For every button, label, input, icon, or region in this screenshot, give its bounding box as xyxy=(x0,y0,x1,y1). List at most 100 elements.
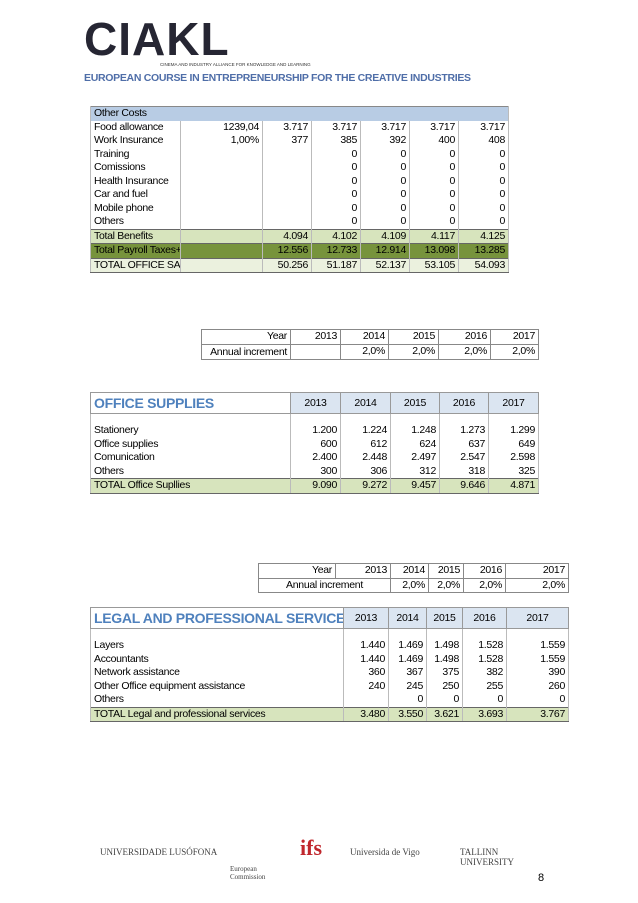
column-header: 2013 xyxy=(335,563,391,579)
cell: 1.299 xyxy=(488,413,539,438)
cell: 306 xyxy=(340,464,391,479)
cell: 2,0% xyxy=(438,343,491,360)
cell: 0 xyxy=(458,174,509,188)
row-label: Office supplies xyxy=(90,437,291,451)
row-label: Total Benefits xyxy=(90,228,181,244)
partner-logo: Universida de Vigo xyxy=(350,847,420,857)
cell: 1.528 xyxy=(462,628,507,653)
table-row: TOTAL OFFICE SALARIES50.25651.18752.1375… xyxy=(90,257,509,273)
row-label: Comissions xyxy=(90,161,181,175)
table-row: Network assistance 360 367 375 382 390 xyxy=(90,666,569,680)
cell: 3.717 xyxy=(458,120,509,134)
table-row: Other Office equipment assistance 240 245 2… xyxy=(90,679,569,693)
row-label: Network assistance xyxy=(90,666,344,680)
table-row: Mobile phone 0 0 0 0 xyxy=(90,201,509,215)
empty-cell xyxy=(262,161,312,175)
cell: 2,0% xyxy=(340,343,389,360)
row-label: Health Insurance xyxy=(90,174,181,188)
cell: 0 xyxy=(409,147,459,161)
column-header: 2017 xyxy=(505,563,569,579)
cell: 4.117 xyxy=(409,228,459,244)
cell: 9.272 xyxy=(340,478,391,494)
cell: 2,0% xyxy=(428,577,464,593)
partner-logo: TALLINN UNIVERSITY xyxy=(460,847,514,867)
row-label: Others xyxy=(90,464,291,479)
cell: 3.717 xyxy=(409,120,459,134)
column-header: 2014 xyxy=(340,329,389,345)
table-row: Work Insurance 1,00% 377 385 392 400 408 xyxy=(90,134,509,148)
cell: 1239,04 xyxy=(180,120,263,134)
cell: 12.914 xyxy=(360,243,410,258)
cell: 0 xyxy=(360,147,410,161)
column-header: Year xyxy=(258,563,336,579)
table-title: LEGAL AND PROFESSIONAL SERVICES xyxy=(90,607,344,629)
cell: 624 xyxy=(390,437,440,451)
cell: 1,00% xyxy=(180,134,263,148)
table-row: Stationery 1.200 1.224 1.248 1.273 1.299 xyxy=(90,413,539,438)
cell: 0 xyxy=(311,188,361,202)
table-row: Others 0 0 0 0 xyxy=(90,693,569,707)
cell: 12.556 xyxy=(262,243,312,258)
header-row: LEGAL AND PROFESSIONAL SERVICES 2013 2014 2… xyxy=(90,607,569,629)
cell: 2.598 xyxy=(488,451,539,465)
row-label: Annual increment xyxy=(201,343,291,360)
row-label: Annual increment xyxy=(258,577,391,593)
empty-cell xyxy=(180,243,263,258)
header-row: Other Costs xyxy=(90,106,509,121)
table-row: Accountants 1.440 1.469 1.498 1.528 1.559 xyxy=(90,652,569,666)
cell: 385 xyxy=(311,134,361,148)
cell: 3.767 xyxy=(506,706,569,722)
cell: 408 xyxy=(458,134,509,148)
row-label: Car and fuel xyxy=(90,188,181,202)
header-row: OFFICE SUPPLIES 2013 2014 2015 2016 2017 xyxy=(90,392,539,414)
cell: 13.098 xyxy=(409,243,459,258)
table-row: Total Payroll Taxes+benefits 12.55612.733… xyxy=(90,243,509,258)
cell: 0 xyxy=(360,174,410,188)
cell: 4.102 xyxy=(311,228,361,244)
cell: 1.224 xyxy=(340,413,391,438)
cell: 377 xyxy=(262,134,312,148)
empty-cell xyxy=(180,215,263,229)
row-label: Others xyxy=(90,693,344,707)
partner-logo: UNIVERSIDADE LUSÓFONA xyxy=(100,847,218,857)
cell: 1.528 xyxy=(462,652,507,666)
column-header: 2015 xyxy=(426,607,463,629)
cell: 1.273 xyxy=(439,413,489,438)
page-number: 8 xyxy=(538,872,545,884)
row-label: Total Payroll Taxes+benefits xyxy=(90,243,181,258)
row-label: Accountants xyxy=(90,652,344,666)
cell: 649 xyxy=(488,437,539,451)
cell: 54.093 xyxy=(458,257,509,273)
cell: 390 xyxy=(506,666,569,680)
empty-cell xyxy=(180,174,263,188)
cell: 392 xyxy=(360,134,410,148)
cell: 2.400 xyxy=(290,451,341,465)
data-table: OFFICE SUPPLIES 2013 2014 2015 2016 2017 Stati… xyxy=(90,392,539,494)
row-label: Other Office equipment assistance xyxy=(90,679,344,693)
cell: 4.125 xyxy=(458,228,509,244)
column-header: 2016 xyxy=(462,607,507,629)
row-label: Others xyxy=(90,215,181,229)
column-header: 2016 xyxy=(438,329,491,345)
cell: 0 xyxy=(506,693,569,707)
cell: 2,0% xyxy=(388,343,439,360)
cell: 3.550 xyxy=(388,706,427,722)
empty-cell xyxy=(180,257,263,273)
cell: 0 xyxy=(360,161,410,175)
cell: 2,0% xyxy=(505,577,569,593)
cell: 0 xyxy=(458,161,509,175)
cell: 3.621 xyxy=(426,706,463,722)
empty-cell xyxy=(262,201,312,215)
table-row: Office supplies 600 612 624 637 649 xyxy=(90,437,539,451)
row-label: Training xyxy=(90,147,181,161)
cell: 0 xyxy=(311,161,361,175)
table-row: Total Benefits 4.094 4.102 4.109 4.117 4.125 xyxy=(90,228,509,244)
cell: 50.256 xyxy=(262,257,312,273)
cell: 375 xyxy=(426,666,463,680)
row-label: Stationery xyxy=(90,413,291,438)
cell: 1.559 xyxy=(506,628,569,653)
cell: 51.187 xyxy=(311,257,361,273)
empty-cell xyxy=(262,174,312,188)
empty-cell xyxy=(180,188,263,202)
cell: 600 xyxy=(290,437,341,451)
